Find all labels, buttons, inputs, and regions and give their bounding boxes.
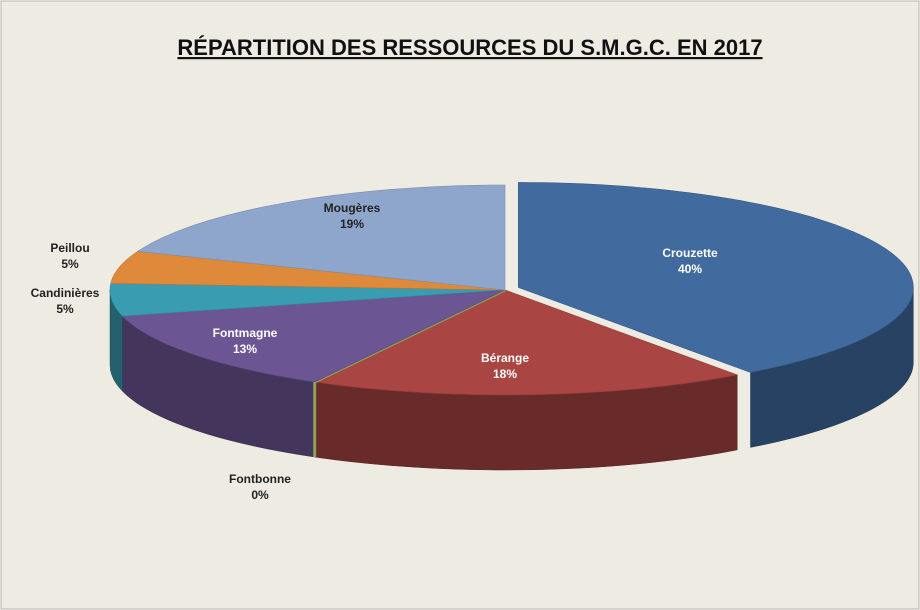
data-label-name: Mougères — [324, 201, 381, 215]
chart-title: RÉPARTITION DES RESSOURCES DU S.M.G.C. E… — [177, 35, 762, 60]
data-label-value: 19% — [340, 217, 364, 231]
data-label-value: 5% — [61, 257, 79, 271]
data-label-value: 40% — [678, 262, 702, 276]
data-label-value: 5% — [56, 302, 74, 316]
labels: Crouzette 40% Bérange 18% Fontbonne 0% Fontmag… — [31, 201, 718, 502]
data-label-name: Candinières — [31, 286, 100, 300]
data-label-name: Fontmagne — [213, 326, 278, 340]
data-label-name: Crouzette — [662, 246, 718, 260]
data-label-name: Fontbonne — [229, 472, 291, 486]
data-label-value: 0% — [251, 488, 269, 502]
pie — [109, 182, 914, 471]
data-label-name: Bérange — [481, 351, 529, 365]
slice-top — [121, 289, 506, 383]
slice-top — [313, 289, 739, 396]
slice-top — [109, 283, 506, 317]
slice-top — [110, 250, 506, 291]
slice-top — [518, 182, 914, 373]
data-label-name: Peillou — [50, 241, 89, 255]
data-label-value: 18% — [493, 367, 517, 381]
data-label-value: 13% — [233, 342, 257, 356]
slice-top — [136, 184, 506, 291]
